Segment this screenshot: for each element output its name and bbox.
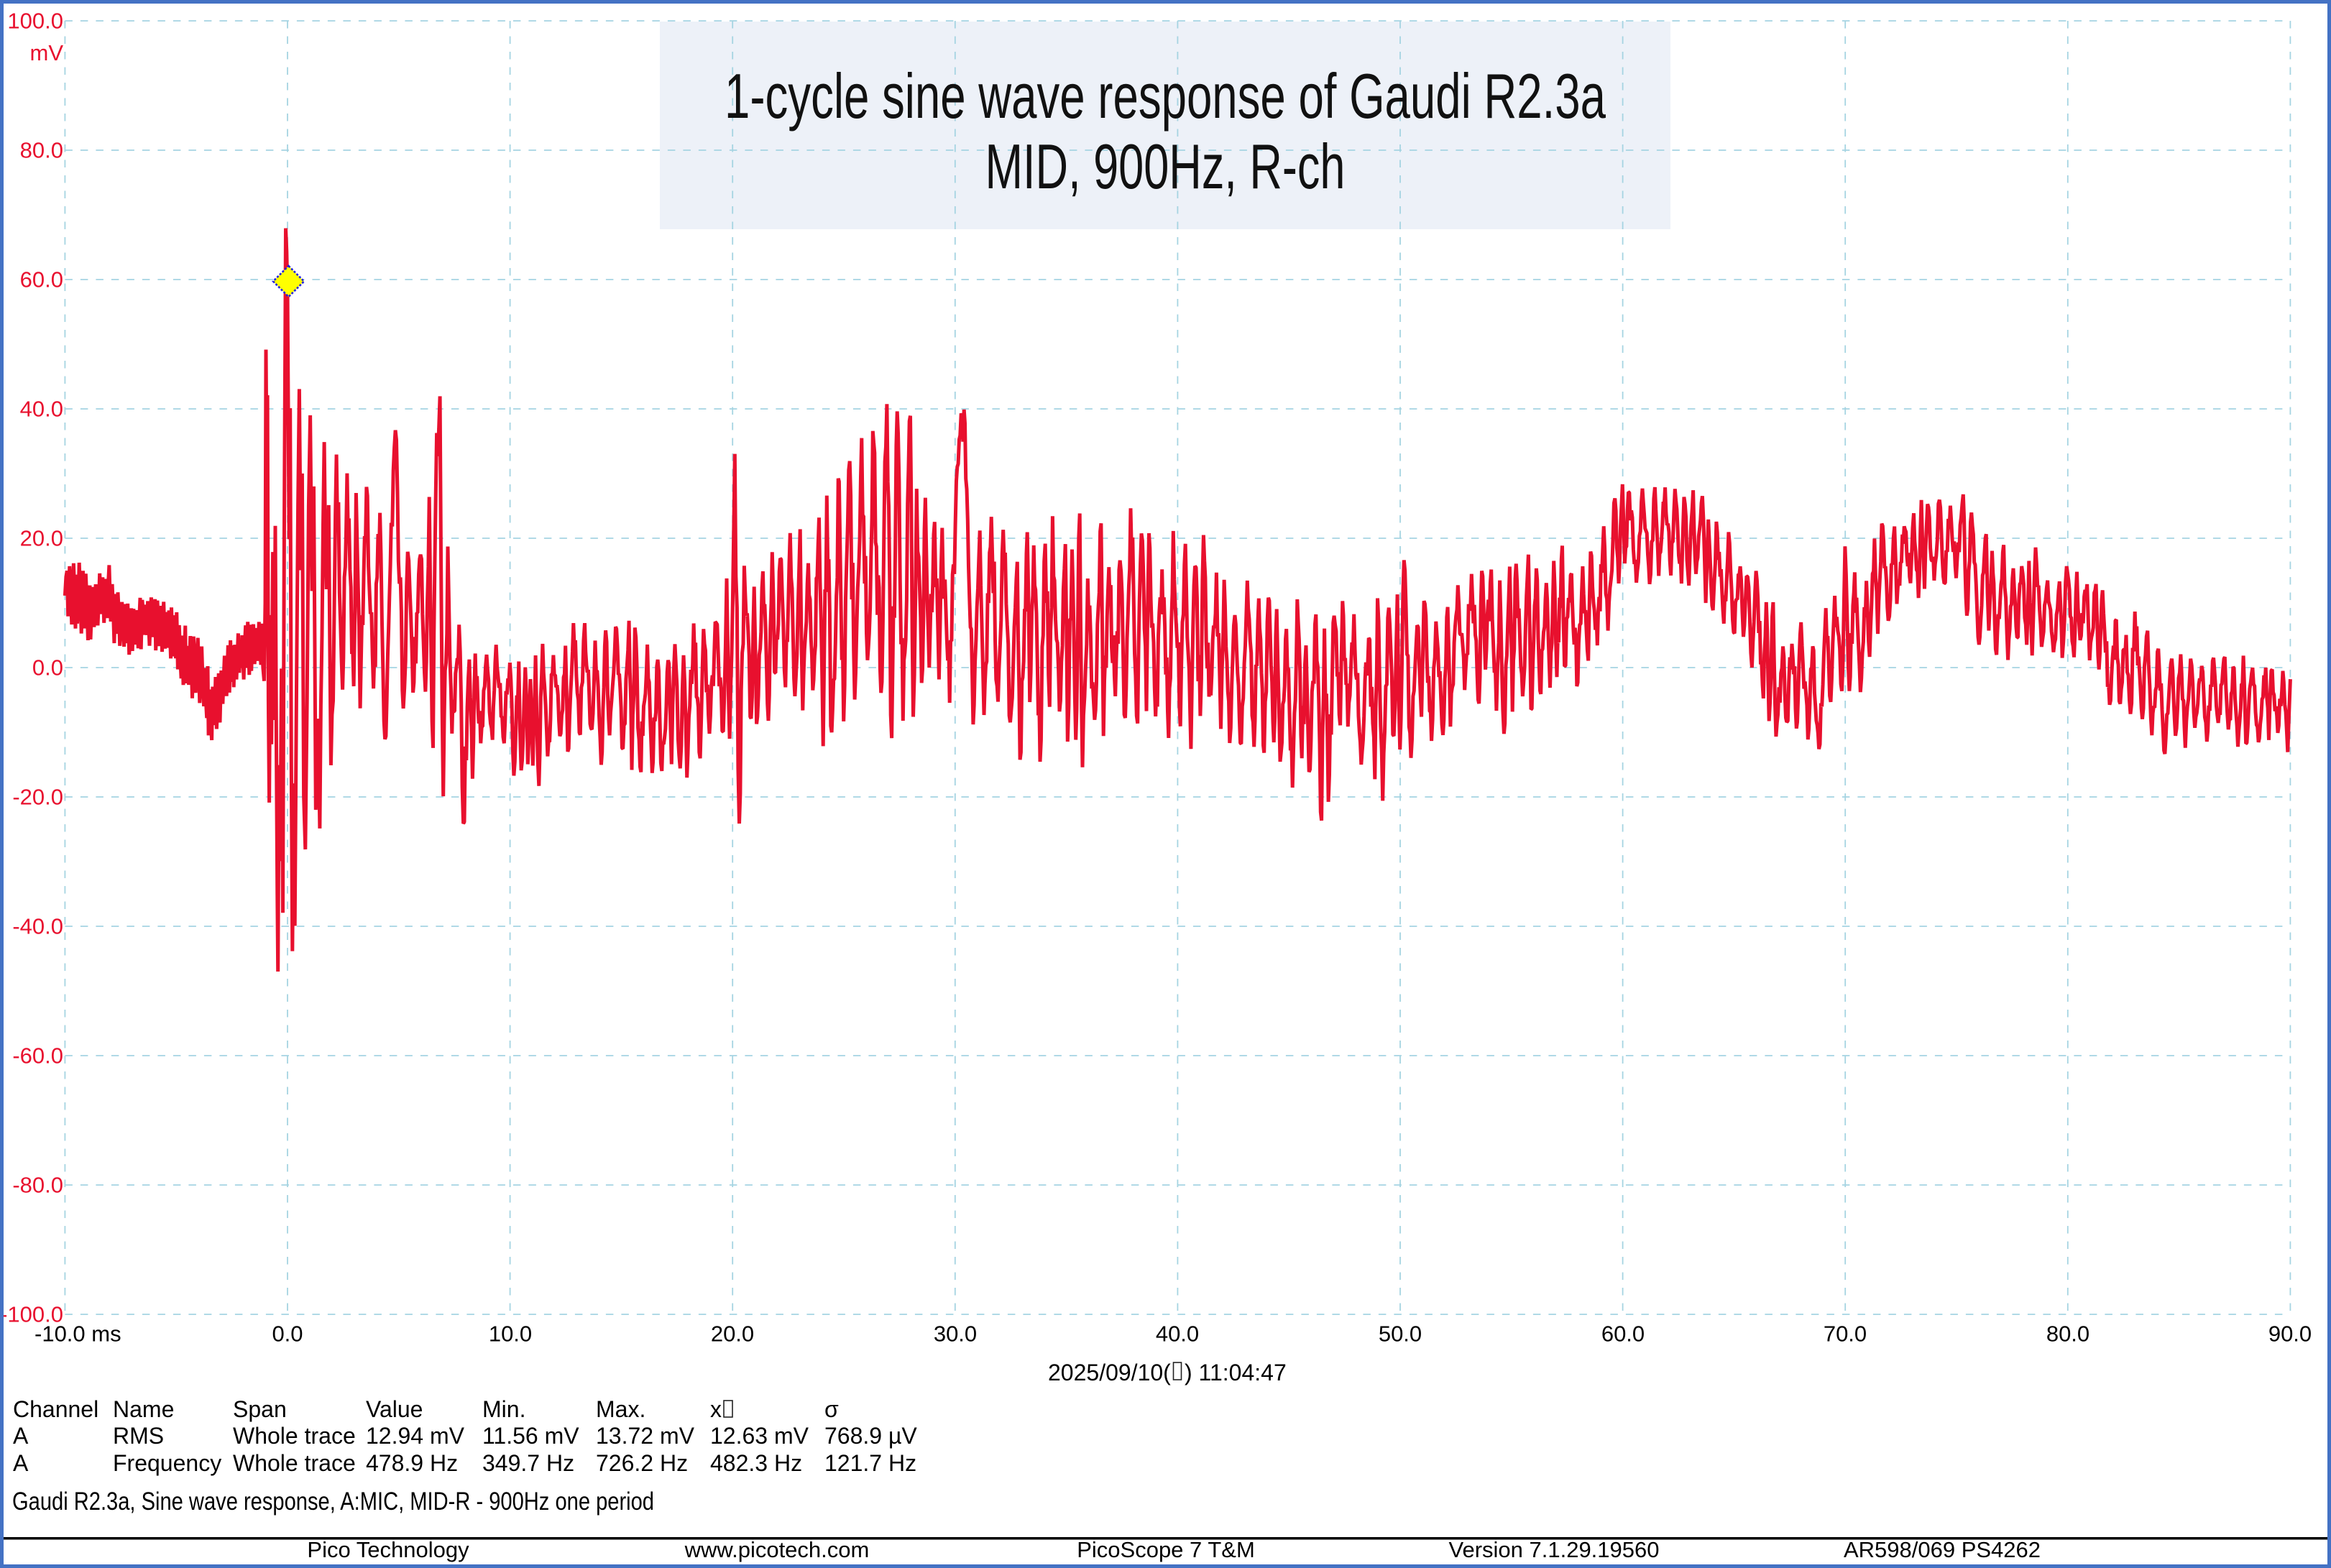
svg-text:12.63 mV: 12.63 mV — [710, 1423, 809, 1449]
svg-text:AR598/069 PS4262: AR598/069 PS4262 — [1844, 1537, 2041, 1562]
svg-text:Pico Technology: Pico Technology — [307, 1537, 469, 1562]
svg-text:A: A — [13, 1450, 29, 1476]
svg-text:x: x — [710, 1396, 722, 1422]
svg-text:Channel: Channel — [13, 1396, 98, 1422]
svg-text:20.0: 20.0 — [20, 526, 63, 551]
svg-text:Value: Value — [366, 1396, 423, 1422]
svg-text:482.3 Hz: 482.3 Hz — [710, 1450, 802, 1476]
svg-text:σ: σ — [824, 1396, 839, 1422]
svg-text:Span: Span — [233, 1396, 287, 1422]
svg-text:RMS: RMS — [113, 1423, 164, 1449]
svg-text:40.0: 40.0 — [20, 397, 63, 422]
svg-text:100.0: 100.0 — [7, 9, 63, 34]
svg-text:) 11:04:47: ) 11:04:47 — [1185, 1360, 1287, 1385]
svg-text:-10.0 ms: -10.0 ms — [35, 1322, 121, 1347]
svg-text:726.2 Hz: 726.2 Hz — [596, 1450, 688, 1476]
svg-text:-80.0: -80.0 — [12, 1173, 63, 1198]
svg-text:0.0: 0.0 — [272, 1322, 303, 1347]
svg-text:Whole trace: Whole trace — [233, 1423, 356, 1449]
svg-text:349.7 Hz: 349.7 Hz — [482, 1450, 574, 1476]
svg-text:40.0: 40.0 — [1156, 1322, 1199, 1347]
svg-text:MID, 900Hz, R-ch: MID, 900Hz, R-ch — [985, 131, 1346, 202]
svg-text:478.9 Hz: 478.9 Hz — [366, 1450, 458, 1476]
svg-text:70.0: 70.0 — [1824, 1322, 1867, 1347]
svg-text:768.9 µV: 768.9 µV — [824, 1423, 917, 1449]
svg-text:Frequency: Frequency — [113, 1450, 221, 1476]
svg-text:-100.0: -100.0 — [0, 1302, 63, 1327]
svg-text:10.0: 10.0 — [489, 1322, 532, 1347]
svg-text:1-cycle sine wave response of: 1-cycle sine wave response of Gaudi R2.3… — [725, 60, 1606, 132]
svg-text:50.0: 50.0 — [1379, 1322, 1422, 1347]
svg-text:www.picotech.com: www.picotech.com — [684, 1537, 870, 1562]
svg-text:PicoScope 7 T&M: PicoScope 7 T&M — [1077, 1537, 1255, 1562]
svg-text:Gaudi R2.3a, Sine wave respons: Gaudi R2.3a, Sine wave response, A:MIC, … — [12, 1488, 654, 1516]
svg-text:80.0: 80.0 — [20, 138, 63, 163]
svg-text:-60.0: -60.0 — [12, 1043, 63, 1069]
svg-text:-40.0: -40.0 — [12, 914, 63, 939]
svg-text:11.56 mV: 11.56 mV — [482, 1423, 579, 1449]
svg-text:13.72 mV: 13.72 mV — [596, 1423, 695, 1449]
svg-text:30.0: 30.0 — [934, 1322, 977, 1347]
svg-text:80.0: 80.0 — [2046, 1322, 2089, 1347]
svg-text:90.0: 90.0 — [2268, 1322, 2312, 1347]
svg-text:A: A — [13, 1423, 29, 1449]
svg-text:Name: Name — [113, 1396, 174, 1422]
svg-text:60.0: 60.0 — [20, 267, 63, 292]
svg-text:0.0: 0.0 — [32, 655, 63, 681]
svg-text:mV: mV — [30, 40, 64, 65]
svg-text:2025/09/10(: 2025/09/10( — [1048, 1360, 1171, 1385]
svg-text:Max.: Max. — [596, 1396, 645, 1422]
svg-text:Version 7.1.29.19560: Version 7.1.29.19560 — [1448, 1537, 1659, 1562]
svg-text:-20.0: -20.0 — [12, 785, 63, 810]
svg-text:20.0: 20.0 — [711, 1322, 754, 1347]
svg-text:Min.: Min. — [482, 1396, 525, 1422]
svg-text:Whole trace: Whole trace — [233, 1450, 356, 1476]
svg-text:60.0: 60.0 — [1601, 1322, 1645, 1347]
svg-text:121.7 Hz: 121.7 Hz — [824, 1450, 916, 1476]
svg-text:12.94 mV: 12.94 mV — [366, 1423, 465, 1449]
